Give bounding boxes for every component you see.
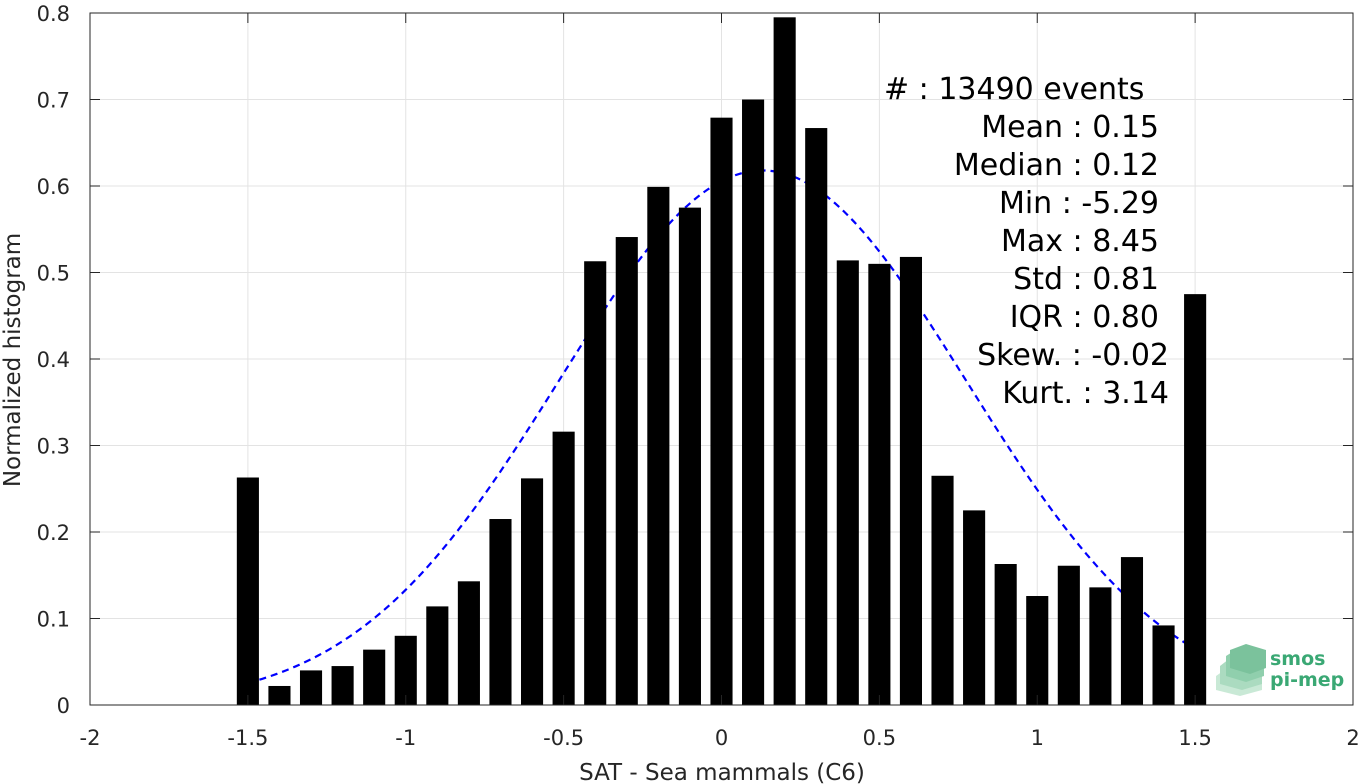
axes-frame (89, 12, 1354, 706)
histogram-bar (363, 649, 386, 705)
y-tick-label: 0.2 (37, 521, 70, 545)
statistics-annotation: # : 13490 events Mean : 0.15 Median : 0.… (884, 72, 1169, 411)
y-tick-label: 0.3 (37, 435, 70, 459)
y-tick-label: 0.4 (37, 348, 70, 372)
histogram-bars (236, 17, 1207, 706)
histogram-bar (489, 519, 512, 705)
histogram-bar (1184, 294, 1207, 705)
gaussian-fit-curve (247, 169, 1196, 685)
y-tick-label: 0.6 (37, 175, 70, 199)
histogram-bar (868, 263, 891, 705)
x-axis-label: SAT - Sea mammals (C6) (579, 760, 865, 784)
histogram-bar (836, 260, 859, 705)
x-tick-label: -1.5 (227, 726, 268, 750)
histogram-bar (584, 261, 607, 705)
smos-pi-mep-logo: smos pi-mep (1216, 644, 1344, 696)
histogram-bar (552, 431, 575, 705)
histogram-bar (1026, 596, 1049, 705)
y-tick-label: 0.1 (37, 608, 70, 632)
x-tick-label: -0.5 (543, 726, 584, 750)
y-tick-label: 0.7 (37, 89, 70, 113)
histogram-bar (963, 510, 986, 705)
histogram-bar (520, 478, 544, 705)
y-tick-label: 0.8 (37, 2, 70, 26)
histogram-bar (710, 117, 733, 706)
histogram-bar (1152, 625, 1175, 705)
histogram-bar (236, 477, 259, 705)
gaussian-fit-layer (247, 169, 1196, 685)
histogram-bar (615, 237, 638, 705)
stat-skew: Skew. : -0.02 (977, 338, 1169, 373)
logo-mark-icon (1216, 644, 1266, 696)
histogram-bar (647, 186, 670, 706)
x-tick-label: 0.5 (863, 726, 896, 750)
histogram-bar (268, 685, 291, 705)
stat-count: # : 13490 events (884, 72, 1144, 107)
histogram-bar (931, 475, 954, 705)
y-tick-label: 0 (57, 694, 70, 718)
stat-median: Median : 0.12 (954, 148, 1159, 183)
x-tick-label: -1 (395, 726, 416, 750)
histogram-bar (426, 606, 449, 705)
histogram-bar (394, 635, 417, 705)
histogram-bar (899, 256, 923, 705)
histogram-bar (457, 581, 480, 705)
stat-max: Max : 8.45 (1001, 224, 1159, 259)
stat-mean: Mean : 0.15 (981, 110, 1159, 145)
histogram-bar (1120, 557, 1144, 705)
histogram-bar (994, 564, 1017, 705)
histogram-bar (299, 670, 323, 705)
logo-text-pi-mep: pi-mep (1270, 669, 1344, 691)
stat-iqr: IQR : 0.80 (1010, 300, 1159, 335)
x-tick-label: 1 (1031, 726, 1044, 750)
x-tick-labels: -2 -1.5 -1 -0.5 0 0.5 1 1.5 2 (80, 726, 1360, 750)
histogram-bar (805, 128, 828, 706)
histogram-bar (1057, 565, 1080, 705)
histogram-bar (331, 666, 354, 705)
x-tick-label: -2 (80, 726, 101, 750)
x-tick-label: 1.5 (1178, 726, 1211, 750)
logo-text-smos: smos (1270, 648, 1325, 670)
stat-kurt: Kurt. : 3.14 (1002, 376, 1169, 411)
y-axis-label: Normalized histogram (0, 233, 26, 487)
stat-std: Std : 0.81 (1013, 262, 1159, 297)
histogram-bar (742, 99, 765, 705)
histogram-bar (773, 17, 796, 705)
x-tick-label: 2 (1346, 726, 1359, 750)
x-tick-label: 0 (715, 726, 728, 750)
stat-min: Min : -5.29 (999, 186, 1159, 221)
y-tick-label: 0.5 (37, 262, 70, 286)
histogram-bar (678, 207, 701, 705)
y-tick-labels: 0 0.1 0.2 0.3 0.4 0.5 0.6 0.7 0.8 (37, 2, 70, 718)
histogram-bar (1089, 587, 1112, 705)
